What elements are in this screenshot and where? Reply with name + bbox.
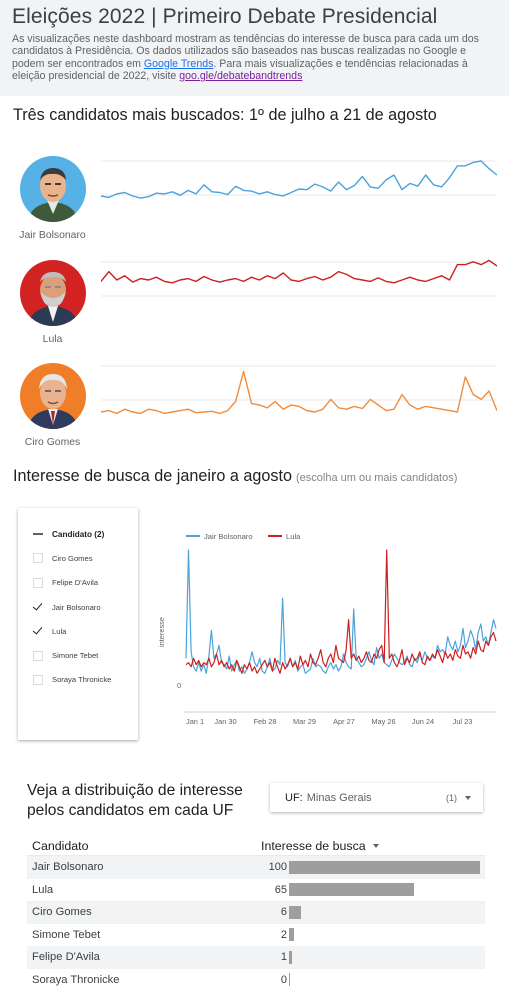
column-header-interest[interactable]: Interesse de busca	[261, 839, 379, 853]
ciro-portrait-icon	[27, 374, 78, 429]
table-row[interactable]: Soraya Thronicke 0	[27, 969, 485, 992]
legend-label-lula: Lula	[286, 532, 301, 541]
candidate-cell: Jair Bolsonaro	[32, 861, 104, 874]
x-tick-label: May 26	[371, 717, 395, 726]
x-tick-label: Jan 30	[214, 717, 236, 726]
checkmark-icon[interactable]	[33, 626, 43, 636]
lula-portrait-icon	[27, 272, 78, 326]
interest-bar-track	[289, 905, 479, 919]
candidate-name: Jair Bolsonaro	[19, 230, 86, 241]
checkbox[interactable]	[33, 553, 43, 564]
interest-value: 2	[280, 928, 287, 941]
interest-value: 6	[280, 906, 287, 919]
table-row[interactable]: Ciro Gomes 6	[27, 901, 485, 924]
legend-label-bolsonaro: Jair Bolsonaro	[204, 532, 253, 541]
interest-bar	[290, 950, 292, 964]
table-row[interactable]: Simone Tebet 2	[27, 924, 485, 947]
candidate-cell: Simone Tebet	[32, 928, 101, 941]
dashboard-header: Eleições 2022 | Primeiro Debate Presiden…	[0, 0, 509, 96]
interest-value: 1	[280, 951, 287, 964]
section-title-interest: Interesse de busca de janeiro a agosto (e…	[13, 467, 458, 485]
interest-value: 100	[268, 861, 287, 874]
candidate-filter: Candidato (2) Ciro Gomes Felipe D'Avila …	[18, 508, 138, 740]
interest-bar	[290, 883, 414, 897]
candidate-ciro: Ciro Gomes	[0, 363, 105, 448]
table-row[interactable]: Jair Bolsonaro 100	[27, 856, 485, 879]
header-description: As visualizações neste dashboard mostram…	[12, 33, 479, 83]
interest-bar	[290, 905, 302, 919]
section-title-top-candidates: Três candidatos mais buscados: 1º de jul…	[13, 106, 437, 124]
candidate-name: Lula	[42, 334, 63, 345]
candidate-lula: Lula	[0, 260, 105, 345]
candidate-cell: Soraya Thronicke	[32, 973, 120, 986]
avatar	[19, 363, 86, 429]
checkmark-icon[interactable]	[33, 602, 43, 612]
column-header-candidate[interactable]: Candidato	[32, 838, 89, 853]
interest-bar	[290, 860, 480, 874]
interest-bar-track	[289, 883, 479, 897]
x-tick-label: Jan 1	[186, 717, 204, 726]
x-tick-label: Apr 27	[333, 717, 355, 726]
x-tick-label: Mar 29	[293, 717, 316, 726]
avatar	[19, 156, 86, 222]
candidate-bolsonaro: Jair Bolsonaro	[0, 156, 105, 241]
filter-item-ciro[interactable]: Ciro Gomes	[18, 546, 138, 570]
interest-line-chart: Jair Bolsonaro Lula interesse 0 Jan 1 Jan…	[157, 532, 497, 726]
y-axis-label: interesse	[157, 617, 166, 647]
table-row[interactable]: Lula 65	[27, 879, 485, 902]
section-title-uf: Veja a distribuição de interesse pelos c…	[27, 782, 243, 819]
candidate-cell: Felipe D'Avila	[32, 951, 100, 964]
chevron-down-icon[interactable]	[465, 795, 471, 800]
y-tick-0: 0	[177, 681, 181, 690]
interest-bar-track	[289, 973, 479, 987]
google-trends-link[interactable]: Google Trends	[143, 57, 214, 70]
checkbox[interactable]	[33, 577, 43, 588]
filter-item-bolsonaro[interactable]: Jair Bolsonaro	[18, 595, 138, 619]
checkbox[interactable]	[33, 674, 43, 685]
candidate-name: Ciro Gomes	[24, 437, 81, 448]
indeterminate-checkbox-icon[interactable]	[33, 533, 43, 536]
debate-trends-link[interactable]: goo.gle/debatebandtrends	[179, 70, 303, 83]
series-line-lula	[185, 549, 497, 674]
checkbox[interactable]	[33, 650, 43, 661]
sort-descending-icon[interactable]	[372, 843, 379, 848]
filter-item-felipe[interactable]: Felipe D'Avila	[18, 571, 138, 595]
interest-bar	[290, 928, 294, 942]
x-tick-label: Feb 28	[253, 717, 276, 726]
interest-value: 65	[274, 883, 287, 896]
filter-item-lula[interactable]: Lula	[18, 619, 138, 643]
sparkline-bolsonaro	[101, 160, 497, 199]
x-tick-label: Jul 23	[453, 717, 473, 726]
interest-bar-track	[289, 928, 479, 942]
candidate-cell: Lula	[32, 883, 54, 896]
sparkline-lula	[101, 259, 497, 297]
filter-item-simone[interactable]: Simone Tebet	[18, 643, 138, 667]
bolsonaro-portrait-icon	[27, 168, 78, 222]
interest-table: Candidato Interesse de busca Jair Bolson…	[27, 836, 485, 991]
chart-legend: Jair Bolsonaro Lula	[186, 532, 301, 541]
avatar	[19, 260, 86, 326]
filter-header[interactable]: Candidato (2)	[18, 522, 138, 546]
interest-bar-track	[289, 950, 479, 964]
sparkline-ciro	[101, 365, 497, 415]
filter-item-soraya[interactable]: Soraya Thronicke	[18, 668, 138, 692]
x-tick-label: Jun 24	[412, 717, 434, 726]
table-header: Candidato Interesse de busca	[27, 836, 485, 856]
section-subtitle: (escolha um ou mais candidatos)	[295, 472, 458, 484]
page-title: Eleições 2022 | Primeiro Debate Presiden…	[12, 5, 438, 28]
interest-value: 0	[280, 973, 287, 986]
table-row[interactable]: Felipe D'Avila 1	[27, 946, 485, 969]
interest-bar-track	[289, 860, 480, 874]
uf-dropdown[interactable]: UF: Minas Gerais (1)	[270, 783, 483, 812]
candidate-cell: Ciro Gomes	[32, 906, 92, 919]
